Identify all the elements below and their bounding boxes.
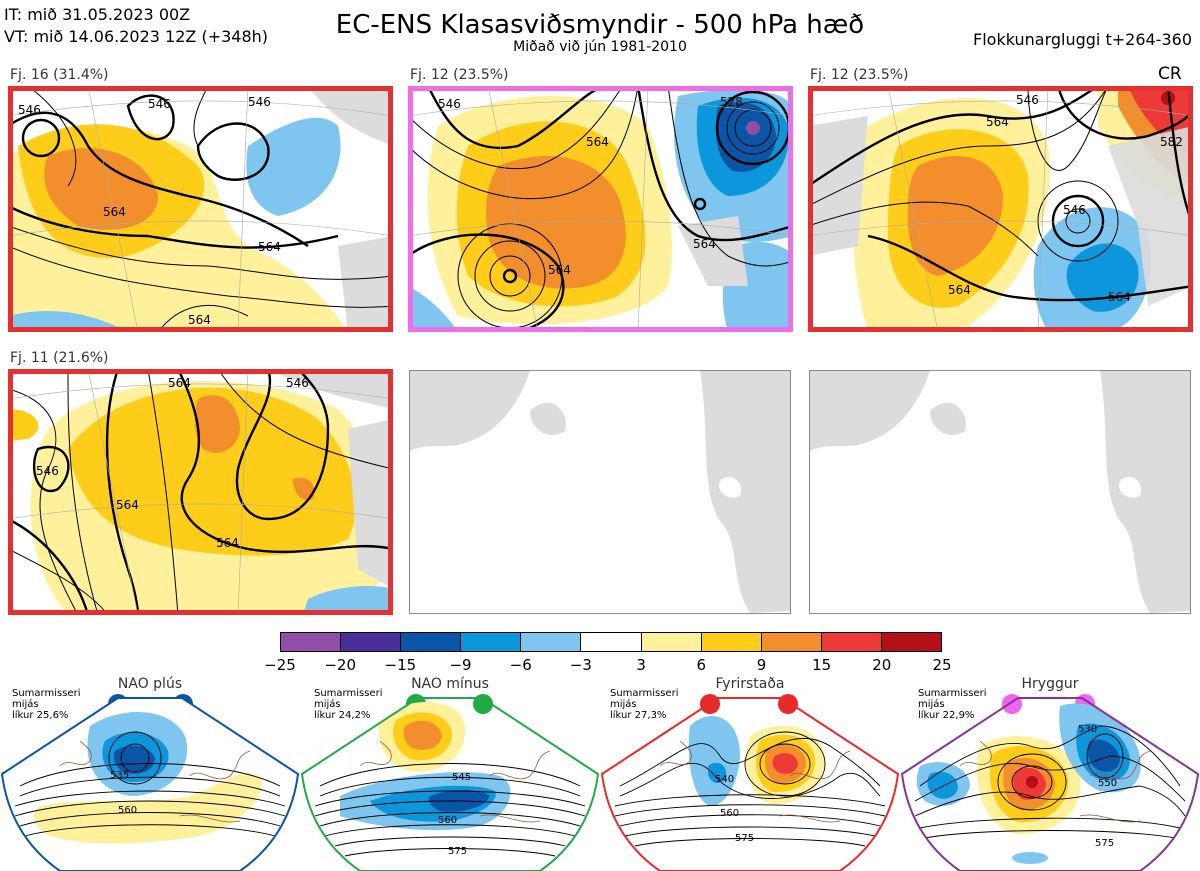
colorbar-swatch [281,633,341,651]
colorbar-swatch [400,633,461,651]
colorbar-swatch [820,633,881,651]
regime-info: Sumarmisseri mijás líkur 22,9% [918,688,987,721]
contour-label: 564 [948,283,971,297]
contour-label: 575 [735,833,754,844]
contour-label: 564 [586,135,609,149]
contour-label: 546 [438,97,461,111]
cr-tag: CR [1158,64,1182,84]
contour-label: 564 [986,115,1009,129]
empty-map-6[interactable] [809,370,1191,614]
regime-ridge: Hryggur Sumarmisseri mijás líkur 22,9% [900,676,1200,871]
panel-2-label: Fj. 12 (23.5%) [410,67,509,83]
colorbar-tick: 25 [932,656,952,674]
contour-label: 528 [720,95,743,109]
panel-1-label: Fj. 16 (31.4%) [10,67,109,83]
colorbar-tick: 6 [696,656,707,674]
contour-label: 546 [286,376,309,390]
regime-info: Sumarmisseri mijás líkur 24,2% [314,688,383,721]
colorbar-swatch [700,633,761,651]
colorbar-tick: −9 [449,656,472,674]
colorbar-tick: −20 [324,656,356,674]
colorbar-tick: 20 [872,656,892,674]
cluster-map-3[interactable]: 546 564 546 582 564 564 [808,86,1193,332]
regime-nao-minus: NAO mínus Sumarmisseri mijás líkur 24,2% [300,676,600,871]
regime-title: NAO plús [117,676,183,692]
regime-blocking: Fyrirstaða Sumarmisseri mijás líkur 27,3… [600,676,900,871]
classification-window: Flokkunargluggi t+264-360 [973,30,1192,49]
colorbar-tick: −25 [264,656,296,674]
contour-label: 564 [188,313,211,327]
contour-label: 564 [116,498,139,512]
contour-label: 560 [438,815,457,826]
regime-info: Sumarmisseri mijás líkur 25,6% [12,688,81,721]
regime-info: Sumarmisseri mijás líkur 27,3% [610,688,679,721]
colorbar [280,632,942,652]
page-subtitle: Miðað við jún 1981-2010 [513,39,687,55]
contour-label: 546 [148,97,171,111]
colorbar-tick: 9 [756,656,767,674]
colorbar-swatch [760,633,821,651]
colorbar-swatch [580,633,641,651]
colorbar-tick: 3 [636,656,646,674]
contour-label: 560 [118,805,137,816]
cluster-map-4[interactable]: 564 546 546 564 564 [8,369,393,615]
contour-label: 530 [1078,724,1097,735]
regime-title: Fyrirstaða [715,676,785,692]
colorbar-swatch [880,633,942,651]
valid-time: VT: mið 14.06.2023 12Z (+348h) [4,27,269,46]
contour-label: 582 [1160,135,1183,149]
colorbar-tick: −3 [569,656,592,674]
contour-label: 564 [216,536,239,550]
contour-label: 550 [1098,778,1117,789]
header-info: IT: mið 31.05.2023 00Z VT: mið 14.06.202… [4,4,268,48]
contour-label: 564 [1108,290,1131,304]
colorbar-tick: −15 [384,656,417,674]
contour-label: 535 [110,770,129,781]
colorbar-swatch [520,633,581,651]
colorbar-swatch [640,633,701,651]
regime-nao-plus: NAO plús Sumarmisseri mijás líkur 25,6% [0,676,300,871]
contour-label: 564 [693,237,716,251]
colorbar-tick: 15 [812,656,832,674]
contour-label: 575 [448,846,467,857]
contour-label: 564 [103,205,126,219]
contour-label: 546 [36,464,59,478]
contour-label: 564 [258,240,281,254]
contour-label: 564 [168,376,191,390]
contour-label: 546 [1016,93,1039,107]
panel-4-label: Fj. 11 (21.6%) [10,350,109,366]
panel-3-label: Fj. 12 (23.5%) [810,67,909,83]
colorbar-tick: −6 [509,656,532,674]
contour-label: 546 [1063,203,1086,217]
cluster-map-2[interactable]: 546 528 564 564 564 [408,86,793,332]
page-title: EC-ENS Klasasviðsmyndir - 500 hPa hæð [335,10,865,40]
contour-label: 546 [248,95,271,109]
initial-time: IT: mið 31.05.2023 00Z [4,5,191,24]
contour-label: 575 [1095,838,1114,849]
colorbar-swatch [460,633,521,651]
contour-label: 564 [548,263,571,277]
cluster-map-1[interactable]: 546 546 546 564 564 564 [8,86,393,332]
contour-label: 540 [715,774,734,785]
regime-title: Hryggur [1021,676,1079,692]
colorbar-swatch [340,633,401,651]
colorbar-ticks: −25 −20 −15 −9 −6 −3 3 6 9 15 20 25 [264,656,951,676]
contour-label: 560 [720,808,739,819]
regime-title: NAO mínus [411,676,489,692]
contour-label: 546 [18,103,41,117]
contour-label: 545 [452,772,471,783]
empty-map-5[interactable] [409,370,791,614]
